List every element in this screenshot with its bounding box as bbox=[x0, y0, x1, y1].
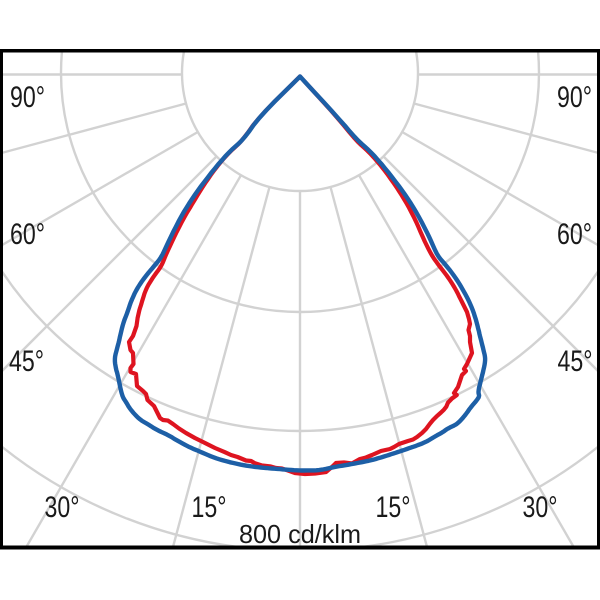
svg-text:800 cd/klm: 800 cd/klm bbox=[239, 519, 361, 549]
svg-text:60°: 60° bbox=[557, 218, 592, 251]
svg-text:30°: 30° bbox=[523, 491, 558, 524]
svg-text:45°: 45° bbox=[558, 345, 593, 378]
svg-text:60°: 60° bbox=[10, 218, 45, 251]
svg-text:30°: 30° bbox=[45, 491, 80, 524]
svg-text:90°: 90° bbox=[557, 81, 592, 114]
svg-text:15°: 15° bbox=[192, 491, 227, 524]
svg-text:90°: 90° bbox=[10, 81, 45, 114]
svg-text:45°: 45° bbox=[9, 345, 44, 378]
svg-text:15°: 15° bbox=[376, 491, 411, 524]
